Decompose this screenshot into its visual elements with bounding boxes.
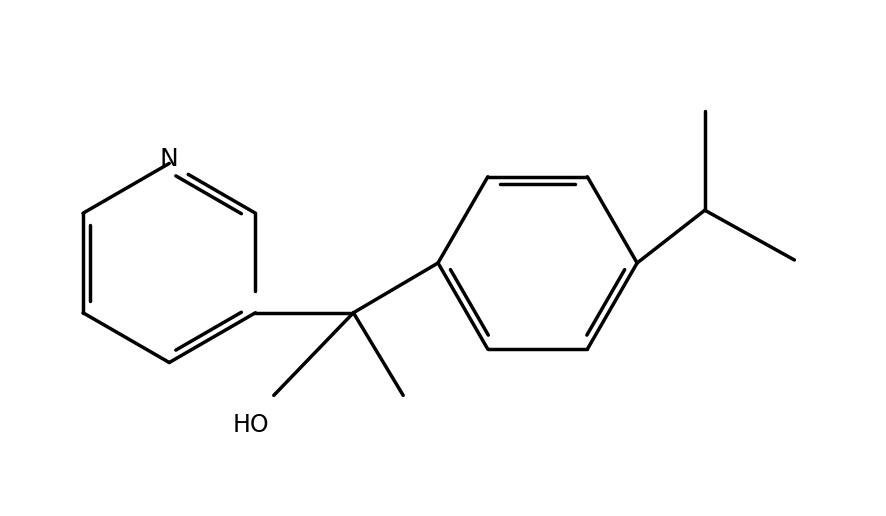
Text: N: N xyxy=(159,148,179,171)
Text: HO: HO xyxy=(232,413,269,437)
